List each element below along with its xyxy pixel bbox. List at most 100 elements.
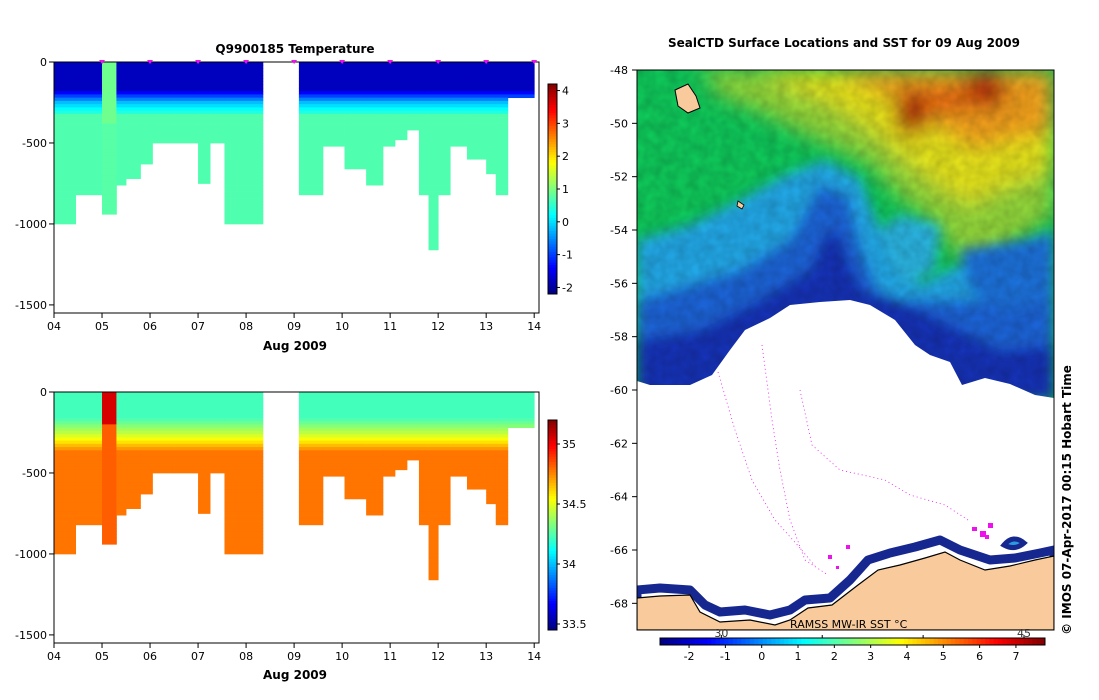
- profile-cell: [406, 126, 420, 131]
- profile-cell: [438, 185, 451, 189]
- profile-cell: [495, 414, 509, 419]
- profile-cell: [152, 136, 175, 141]
- profile-cell: [102, 104, 117, 108]
- profile-cell: [322, 104, 345, 108]
- profile-cell: [450, 466, 468, 471]
- profile-cell: [224, 65, 264, 69]
- profile-cell: [466, 97, 487, 102]
- profile-cell: [54, 550, 77, 555]
- profile-cell: [428, 498, 439, 503]
- colorbar-segment: [548, 175, 557, 179]
- profile-cell: [152, 392, 175, 396]
- profile-cell: [438, 417, 451, 422]
- profile-cell: [438, 120, 451, 124]
- x-tick-label: 12: [431, 320, 445, 333]
- profile-cell: [428, 120, 439, 124]
- profile-cell: [298, 421, 324, 425]
- colorbar-segment: [946, 638, 952, 645]
- profile-cell: [466, 100, 487, 105]
- profile-cell: [495, 74, 509, 79]
- profile-cell: [466, 450, 487, 454]
- profile-cell: [174, 437, 199, 441]
- profile-cell: [450, 434, 468, 438]
- profile-cell: [126, 87, 141, 92]
- profile-cell: [116, 417, 127, 422]
- profile-cell: [418, 476, 429, 480]
- profile-cell: [507, 411, 535, 416]
- profile-cell: [224, 540, 264, 545]
- colorbar-segment: [548, 223, 557, 227]
- profile-cell: [198, 104, 211, 108]
- profile-cell: [486, 492, 497, 497]
- profile-cell: [495, 100, 509, 105]
- profile-cell: [152, 404, 175, 409]
- profile-cell: [224, 74, 264, 79]
- profile-cell: [75, 84, 103, 89]
- colorbar-segment: [1010, 638, 1016, 645]
- celsius-tick-label: 5: [940, 650, 947, 663]
- x-tick-label: 06: [143, 320, 157, 333]
- profile-cell: [382, 463, 396, 467]
- profile-cell: [394, 456, 408, 461]
- profile-cell: [174, 110, 199, 115]
- colorbar-segment: [548, 622, 557, 626]
- colorbar-segment: [548, 627, 557, 631]
- colorbar-segment: [548, 577, 557, 581]
- profile-cell: [466, 479, 487, 484]
- profile-cell: [152, 71, 175, 76]
- profile-cell: [418, 411, 429, 416]
- profile-cell: [210, 469, 225, 474]
- profile-cell: [224, 62, 264, 66]
- profile-cell: [428, 191, 439, 196]
- profile-cell: [224, 401, 264, 406]
- profile-cell: [198, 447, 211, 451]
- profile-cell: [418, 188, 429, 192]
- profile-cell: [406, 430, 420, 435]
- profile-cell: [54, 511, 77, 516]
- profile-cell: [75, 168, 103, 173]
- profile-cell: [140, 430, 153, 435]
- colorbar-segment: [548, 191, 557, 195]
- profile-cell: [486, 142, 497, 147]
- profile-cell: [54, 155, 77, 160]
- profile-cell: [116, 142, 127, 147]
- profile-cell: [418, 91, 429, 95]
- profile-cell: [406, 120, 420, 124]
- colorbar-segment: [903, 638, 909, 645]
- profile-cell: [126, 395, 141, 399]
- profile-cell: [486, 437, 497, 441]
- profile-cell: [428, 427, 439, 432]
- colorbar-segment: [548, 514, 557, 518]
- profile-cell: [198, 395, 211, 399]
- profile-cell: [450, 136, 468, 141]
- profile-cell: [298, 515, 324, 519]
- colorbar-segment: [548, 435, 557, 439]
- profile-cell: [174, 100, 199, 105]
- profile-cell: [198, 450, 211, 454]
- profile-cell: [366, 414, 384, 419]
- lat-tick-label: -52: [610, 171, 628, 184]
- profile-cell: [366, 78, 384, 82]
- profile-cell: [418, 472, 429, 477]
- profile-cell: [102, 450, 117, 454]
- colorbar-segment: [672, 638, 678, 645]
- profile-cell: [174, 430, 199, 435]
- profile-cell: [298, 120, 324, 124]
- profile-cell: [102, 188, 117, 192]
- profile-cell: [486, 463, 497, 467]
- colorbar-segment: [548, 168, 557, 172]
- profile-cell: [507, 78, 535, 82]
- profile-cell: [344, 421, 367, 425]
- profile-cell: [116, 411, 127, 416]
- profile-cell: [54, 521, 77, 526]
- profile-cell: [102, 87, 117, 92]
- profile-cell: [486, 87, 497, 92]
- profile-cell: [486, 450, 497, 454]
- profile-cell: [298, 476, 324, 480]
- profile-cell: [102, 472, 117, 477]
- profile-cell: [466, 110, 487, 115]
- profile-cell: [54, 107, 77, 111]
- profile-cell: [495, 395, 509, 399]
- colorbar-segment: [835, 638, 841, 645]
